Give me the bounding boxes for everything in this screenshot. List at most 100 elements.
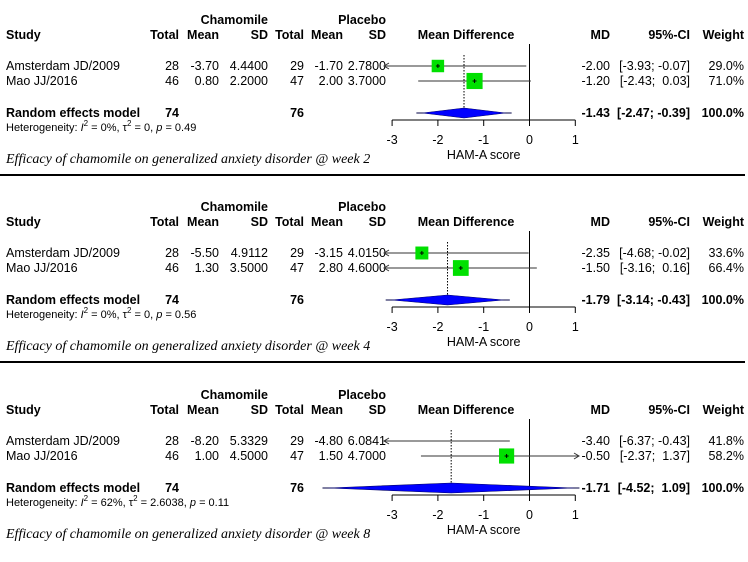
forest-panel-week-8: Chamomile Placebo Study Total Mean SD Total Mea… bbox=[0, 375, 748, 562]
chamomile-sd: 4.9112 bbox=[230, 246, 268, 260]
heterogeneity-text: Heterogeneity: I2 = 62%, τ2 = 2.6038, p … bbox=[6, 494, 230, 510]
x-tick-label: -3 bbox=[387, 320, 398, 334]
i2-value: = 62%, τ bbox=[88, 497, 134, 509]
x-tick-label: -2 bbox=[432, 508, 443, 522]
chamomile-total: 46 bbox=[165, 449, 179, 463]
placebo-sd: 3.7000 bbox=[347, 74, 386, 88]
x-tick-label: 0 bbox=[526, 133, 533, 147]
tau2-superscript: 2 bbox=[127, 119, 132, 128]
placebo-sd: 2.7800 bbox=[347, 59, 386, 73]
weight-value: 71.0% bbox=[708, 74, 744, 88]
pooled-weight-value: 100.0% bbox=[701, 293, 744, 307]
col-header-study: Study bbox=[6, 28, 41, 42]
tau2-value: = 2.6038, bbox=[137, 497, 190, 509]
placebo-sd: 4.6000 bbox=[347, 261, 386, 275]
col-header-ci: 95%-CI bbox=[648, 403, 690, 417]
placebo-sd: 4.0150 bbox=[347, 246, 386, 260]
col-header-c-total: Total bbox=[150, 28, 179, 42]
col-header-mean-difference: Mean Difference bbox=[417, 28, 515, 42]
p-symbol: p bbox=[189, 497, 197, 509]
ci-left-arrow-icon bbox=[383, 62, 390, 70]
weight-value: 29.0% bbox=[708, 59, 744, 73]
md-value: -2.35 bbox=[581, 246, 611, 260]
tau2-value: = 0, bbox=[131, 309, 157, 321]
col-header-p-sd: SD bbox=[368, 215, 386, 229]
forest-plot-area: -3 -2 -1 0 1 HAM-A score bbox=[383, 44, 579, 162]
col-header-weight: Weight bbox=[702, 215, 744, 229]
col-header-md: MD bbox=[590, 28, 610, 42]
random-effects-label: Random effects model bbox=[6, 106, 141, 120]
col-header-study: Study bbox=[6, 215, 41, 229]
col-header-c-total: Total bbox=[150, 215, 179, 229]
pooled-chamomile-total: 74 bbox=[165, 106, 179, 120]
x-tick-label: 1 bbox=[572, 320, 579, 334]
pooled-ci-value: [-4.52; 1.09] bbox=[617, 481, 690, 495]
weight-value: 66.4% bbox=[708, 261, 744, 275]
study-name: Mao JJ/2016 bbox=[6, 449, 78, 463]
chamomile-mean: 1.30 bbox=[194, 261, 219, 275]
placebo-sd: 4.7000 bbox=[347, 449, 386, 463]
panel-separator bbox=[0, 174, 745, 176]
study-name: Mao JJ/2016 bbox=[6, 261, 78, 275]
col-header-c-total: Total bbox=[150, 403, 179, 417]
study-name: Amsterdam JD/2009 bbox=[6, 246, 120, 260]
heterogeneity-text: Heterogeneity: I2 = 0%, τ2 = 0, p = 0.56 bbox=[6, 306, 196, 322]
col-header-c-sd: SD bbox=[250, 215, 268, 229]
x-tick-label: -2 bbox=[432, 133, 443, 147]
forest-panel-week-4: Chamomile Placebo Study Total Mean SD Total Mea… bbox=[0, 187, 748, 374]
weight-value: 33.6% bbox=[708, 246, 744, 260]
ci-left-arrow-icon bbox=[383, 264, 390, 272]
i2-value: = 0%, τ bbox=[88, 122, 128, 134]
x-tick-label: -1 bbox=[478, 133, 489, 147]
col-header-weight: Weight bbox=[702, 403, 744, 417]
pooled-ci-value: [-2.47; -0.39] bbox=[617, 106, 690, 120]
col-header-md: MD bbox=[590, 215, 610, 229]
chamomile-total: 46 bbox=[165, 74, 179, 88]
pooled-weight-value: 100.0% bbox=[701, 106, 744, 120]
ci-value: [-3.16; 0.16] bbox=[619, 261, 690, 275]
chamomile-sd: 2.2000 bbox=[229, 74, 268, 88]
panel-title: Efficacy of chamomile on generalized anx… bbox=[6, 152, 371, 167]
chamomile-mean: -3.70 bbox=[190, 59, 220, 73]
col-header-c-mean: Mean bbox=[187, 215, 219, 229]
p-symbol: p bbox=[156, 309, 163, 321]
weight-value: 58.2% bbox=[708, 449, 744, 463]
placebo-mean: -1.70 bbox=[314, 59, 344, 73]
i2-value: = 0%, τ bbox=[88, 309, 128, 321]
x-tick-label: -1 bbox=[478, 508, 489, 522]
col-header-mean-difference: Mean Difference bbox=[417, 215, 515, 229]
col-header-c-sd: SD bbox=[250, 28, 268, 42]
tau2-superscript: 2 bbox=[127, 306, 132, 315]
col-header-ci: 95%-CI bbox=[648, 28, 690, 42]
forest-plot-area: -3 -2 -1 0 1 HAM-A score bbox=[322, 419, 580, 537]
group-header-placebo: Placebo bbox=[338, 200, 386, 214]
heterogeneity-text: Heterogeneity: I2 = 0%, τ2 = 0, p = 0.49 bbox=[6, 119, 196, 135]
chamomile-mean: -8.20 bbox=[190, 434, 220, 448]
x-tick-label: -1 bbox=[478, 320, 489, 334]
heterogeneity-prefix: Heterogeneity: bbox=[6, 497, 81, 509]
p-value: = 0.11 bbox=[196, 497, 230, 509]
placebo-mean: 2.80 bbox=[318, 261, 343, 275]
group-header-placebo: Placebo bbox=[338, 13, 386, 27]
chamomile-total: 28 bbox=[165, 246, 179, 260]
col-header-p-total: Total bbox=[275, 28, 304, 42]
pooled-chamomile-total: 74 bbox=[165, 293, 179, 307]
placebo-mean: 2.00 bbox=[318, 74, 343, 88]
random-effects-label: Random effects model bbox=[6, 293, 141, 307]
study-name: Mao JJ/2016 bbox=[6, 74, 78, 88]
x-axis-label: HAM-A score bbox=[447, 148, 521, 162]
x-tick-label: -2 bbox=[432, 320, 443, 334]
placebo-total: 47 bbox=[290, 449, 304, 463]
tau2-superscript: 2 bbox=[133, 494, 138, 503]
col-header-p-sd: SD bbox=[368, 28, 386, 42]
p-symbol: p bbox=[156, 122, 163, 134]
chamomile-total: 46 bbox=[165, 261, 179, 275]
pooled-ci-value: [-3.14; -0.43] bbox=[617, 293, 690, 307]
i2-symbol: I bbox=[80, 122, 84, 134]
forest-plot-area: -3 -2 -1 0 1 HAM-A score bbox=[383, 231, 579, 349]
pooled-md-value: -1.71 bbox=[581, 481, 611, 495]
panel-title: Efficacy of chamomile on generalized anx… bbox=[6, 339, 371, 354]
md-value: -3.40 bbox=[581, 434, 611, 448]
i2-superscript: 2 bbox=[83, 119, 89, 128]
placebo-sd: 6.0841 bbox=[347, 434, 386, 448]
